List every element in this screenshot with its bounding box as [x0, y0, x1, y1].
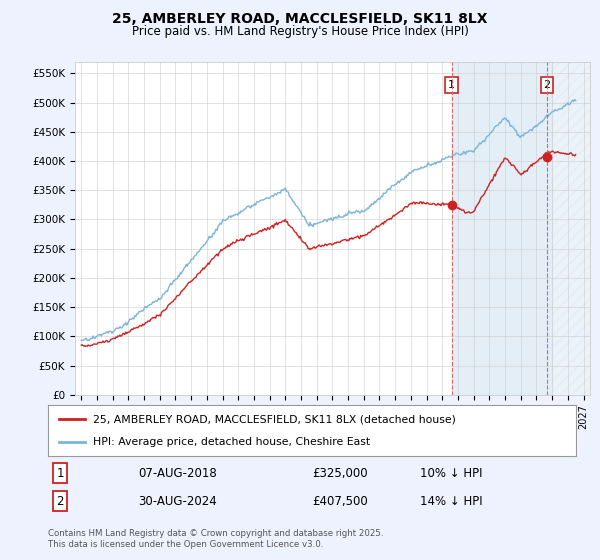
Text: HPI: Average price, detached house, Cheshire East: HPI: Average price, detached house, Ches…	[93, 437, 370, 447]
Text: 25, AMBERLEY ROAD, MACCLESFIELD, SK11 8LX: 25, AMBERLEY ROAD, MACCLESFIELD, SK11 8L…	[112, 12, 488, 26]
Text: 10% ↓ HPI: 10% ↓ HPI	[420, 466, 482, 480]
Text: 2: 2	[56, 494, 64, 508]
Text: 30-AUG-2024: 30-AUG-2024	[138, 494, 217, 508]
Text: 25, AMBERLEY ROAD, MACCLESFIELD, SK11 8LX (detached house): 25, AMBERLEY ROAD, MACCLESFIELD, SK11 8L…	[93, 414, 456, 424]
Text: £407,500: £407,500	[312, 494, 368, 508]
Text: Price paid vs. HM Land Registry's House Price Index (HPI): Price paid vs. HM Land Registry's House …	[131, 25, 469, 38]
Text: Contains HM Land Registry data © Crown copyright and database right 2025.
This d: Contains HM Land Registry data © Crown c…	[48, 529, 383, 549]
Text: 14% ↓ HPI: 14% ↓ HPI	[420, 494, 482, 508]
Text: 07-AUG-2018: 07-AUG-2018	[138, 466, 217, 480]
Text: 1: 1	[448, 80, 455, 90]
Bar	[552, 62, 592, 395]
Text: 2: 2	[544, 80, 551, 90]
Text: 1: 1	[56, 466, 64, 480]
Text: £325,000: £325,000	[312, 466, 368, 480]
Bar	[452, 62, 552, 395]
